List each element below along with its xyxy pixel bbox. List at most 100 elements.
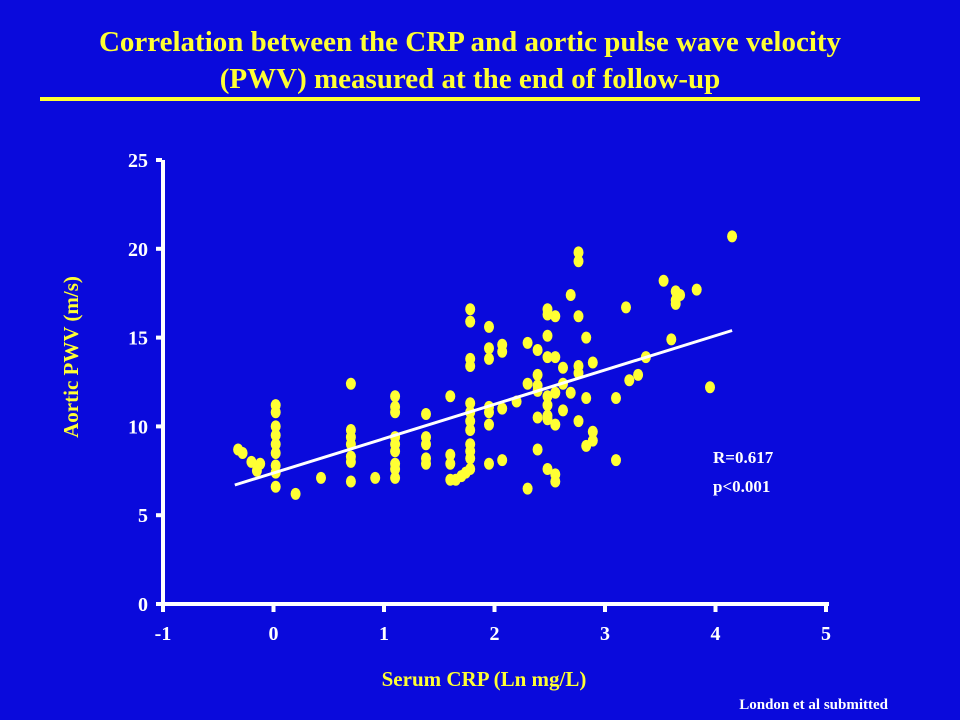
data-point: [550, 418, 561, 431]
data-point: [465, 397, 476, 410]
data-point: [445, 390, 456, 403]
data-point: [484, 457, 494, 470]
data-point: [421, 438, 431, 451]
regression-line: [234, 329, 733, 487]
data-point: [550, 386, 561, 399]
data-point: [532, 411, 543, 424]
data-point: [497, 345, 508, 358]
data-point: [465, 452, 476, 465]
data-point: [573, 310, 584, 323]
correlation-r-label: R=0.617: [713, 448, 774, 467]
data-point: [270, 480, 281, 493]
p-value-label: p<0.001: [713, 477, 770, 496]
data-point: [666, 333, 677, 346]
data-point: [484, 406, 494, 419]
x-tick-label: 1: [379, 623, 389, 645]
y-tick-label: 20: [128, 239, 148, 261]
data-point: [611, 454, 621, 467]
x-tick-label: 2: [490, 623, 500, 645]
data-point: [390, 463, 401, 475]
data-point: [270, 406, 281, 419]
data-point: [484, 352, 494, 365]
data-point: [658, 274, 669, 287]
data-point: [587, 356, 598, 369]
x-tick-label: 5: [821, 623, 831, 645]
data-point: [727, 230, 738, 243]
title-underline: [40, 97, 920, 101]
data-point: [390, 471, 401, 484]
y-axis-title: Aortic PWV (m/s): [59, 276, 83, 438]
data-point: [550, 310, 561, 323]
data-point: [465, 315, 476, 328]
data-point: [558, 361, 568, 374]
data-point: [246, 455, 257, 468]
data-point: [237, 447, 248, 459]
data-point: [484, 342, 494, 355]
slide-title-line-1: Correlation between the CRP and aortic p…: [98, 26, 842, 58]
data-point: [497, 402, 508, 415]
data-point: [581, 331, 592, 344]
source-credit: London et al submitted: [739, 697, 888, 713]
data-point: [611, 392, 621, 404]
data-point: [550, 475, 561, 488]
data-point: [633, 368, 644, 381]
data-point: [532, 443, 543, 456]
data-point: [522, 377, 533, 390]
slide-title-line-2: (PWV) measured at the end of follow-up: [219, 63, 721, 95]
data-point: [465, 424, 476, 436]
x-tick-label: -1: [155, 623, 172, 645]
data-points: [233, 230, 738, 500]
data-point: [465, 303, 476, 316]
data-point: [270, 447, 281, 459]
y-axis-ticks: 0 5 10 15 20 25: [128, 150, 162, 616]
data-point: [421, 408, 431, 420]
data-point: [390, 406, 401, 419]
data-point: [345, 377, 356, 390]
y-tick-label: 25: [128, 150, 148, 172]
data-point: [270, 429, 281, 442]
data-point: [465, 360, 476, 372]
data-point: [705, 381, 715, 394]
data-point: [497, 454, 508, 467]
x-tick-label: 0: [269, 623, 279, 645]
data-point: [532, 344, 543, 356]
data-point: [565, 386, 576, 399]
data-point: [390, 390, 401, 403]
data-point: [345, 455, 356, 468]
data-point: [542, 351, 553, 364]
data-point: [522, 336, 533, 349]
y-tick-label: 15: [128, 328, 148, 350]
data-point: [558, 404, 568, 417]
data-point: [421, 457, 431, 470]
data-point: [270, 420, 281, 433]
data-point: [573, 255, 584, 268]
data-point: [581, 392, 592, 404]
data-point: [484, 418, 494, 431]
data-point: [445, 448, 456, 461]
y-tick-label: 10: [128, 416, 148, 438]
data-point: [542, 413, 553, 426]
data-point: [522, 482, 533, 495]
data-point: [445, 457, 456, 470]
data-point: [532, 368, 543, 381]
data-point: [270, 438, 281, 451]
data-point: [255, 457, 266, 470]
data-point: [542, 463, 553, 475]
data-point: [691, 283, 702, 296]
slide-title: Correlation between the CRP and aortic p…: [30, 24, 910, 98]
data-point: [390, 445, 401, 458]
data-point: [670, 297, 681, 310]
data-point: [465, 463, 476, 475]
data-point: [573, 246, 584, 259]
x-axis-title: Serum CRP (Ln mg/L): [382, 667, 587, 691]
data-point: [484, 320, 494, 333]
data-point: [565, 289, 576, 301]
data-point: [290, 487, 301, 500]
data-point: [370, 471, 381, 484]
data-point: [542, 329, 553, 342]
data-point: [345, 475, 356, 488]
x-tick-label: 4: [711, 623, 721, 645]
data-point: [465, 415, 476, 428]
data-point: [542, 399, 553, 412]
